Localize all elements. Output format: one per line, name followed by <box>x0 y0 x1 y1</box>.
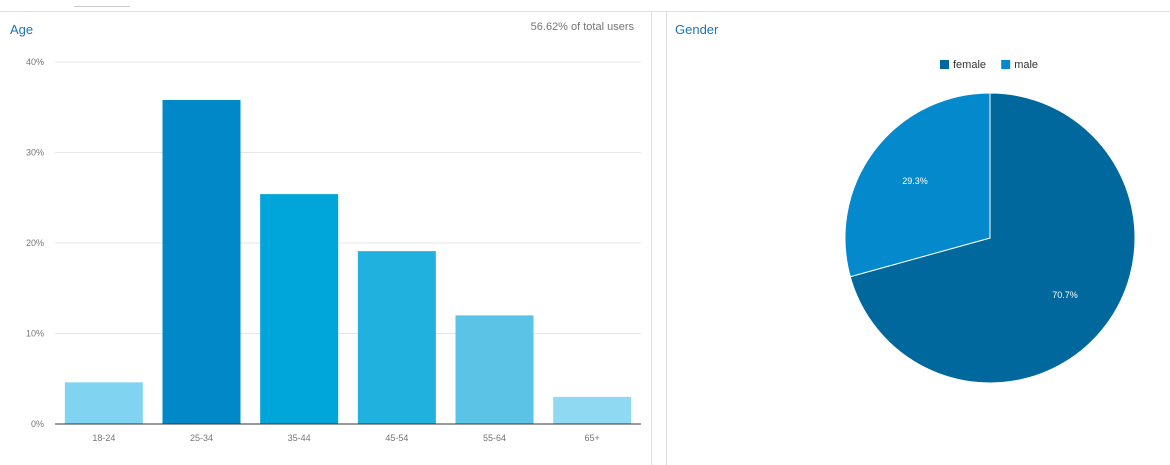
bar-55-64 <box>455 315 534 424</box>
legend-label-male: male <box>1014 59 1038 71</box>
age-panel-title: Age <box>10 22 34 37</box>
pie-slice-male <box>844 92 991 278</box>
pie-slice-label: 29.3% <box>902 176 928 186</box>
y-tick-label: 0% <box>31 419 44 429</box>
bar-25-34 <box>162 100 241 424</box>
pie-slice-label: 70.7% <box>1052 290 1078 300</box>
bar-65+ <box>553 396 632 424</box>
bar-45-54 <box>357 251 436 424</box>
bar-35-44 <box>260 194 339 424</box>
y-tick-label: 10% <box>26 329 44 339</box>
legend-label-female: female <box>953 59 986 71</box>
y-tick-label: 30% <box>26 148 44 158</box>
y-tick-label: 20% <box>26 238 44 248</box>
legend-swatch-female <box>940 60 949 69</box>
x-tick-label: 55-64 <box>483 433 506 443</box>
top-tab-indicator <box>74 6 130 7</box>
x-tick-label: 35-44 <box>288 433 311 443</box>
pie-slice-female <box>849 92 1136 384</box>
x-tick-label: 45-54 <box>385 433 408 443</box>
y-tick-label: 40% <box>26 57 44 67</box>
panel-divider <box>651 11 652 465</box>
top-rule <box>0 11 1170 12</box>
x-tick-label: 65+ <box>585 433 600 443</box>
x-tick-label: 25-34 <box>190 433 213 443</box>
x-tick-label: 18-24 <box>92 433 115 443</box>
bar-18-24 <box>64 382 143 424</box>
legend-swatch-male <box>1001 60 1011 69</box>
total-users-share: 56.62% of total users <box>530 21 634 33</box>
panel-divider-2 <box>666 11 667 465</box>
gender-panel-title: Gender <box>675 22 719 37</box>
